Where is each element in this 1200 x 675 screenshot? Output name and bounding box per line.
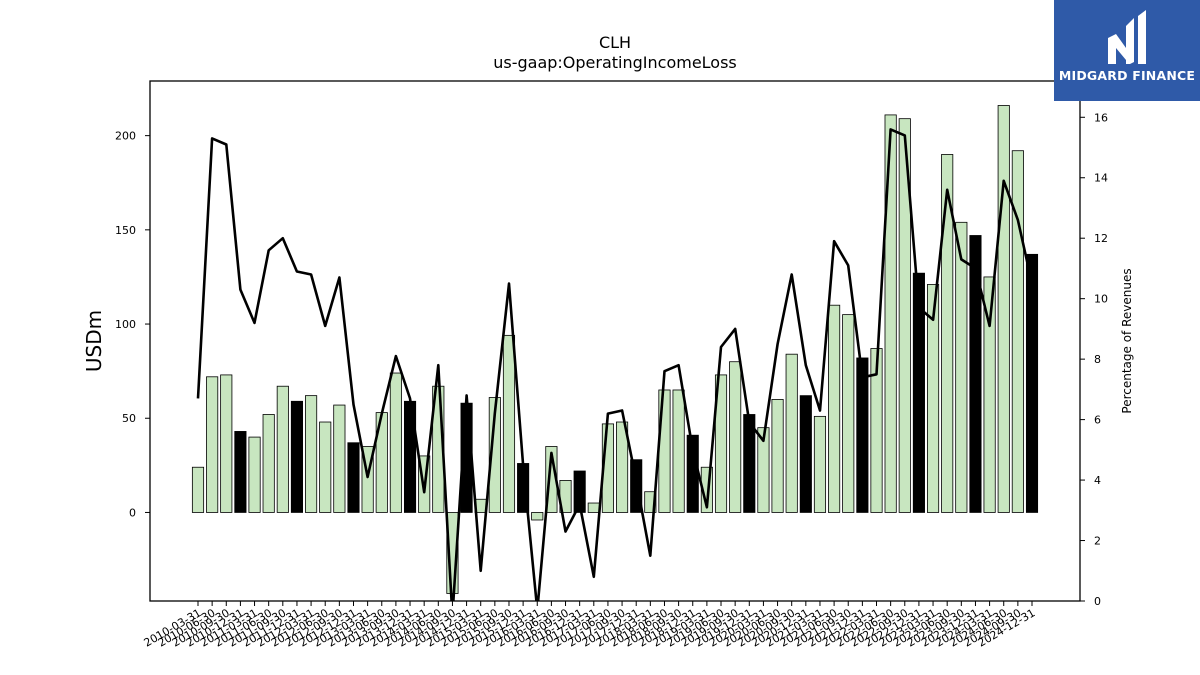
- bar-2024-06-30: [997, 105, 1010, 513]
- chart-title: CLH: [599, 33, 631, 52]
- bar-2022-12-31: [912, 272, 925, 513]
- bar-2015-09-30: [502, 334, 516, 513]
- y-axis-right: 0 2 4 6 8 10 12 14 16: [1080, 111, 1108, 608]
- bar-2024-03-31: [983, 276, 996, 513]
- bar-2012-03-31: [305, 395, 318, 513]
- bar-2023-06-30: [941, 154, 954, 513]
- bar-2023-03-31: [926, 284, 940, 513]
- bar-2012-12-31: [347, 442, 360, 513]
- bar-2022-06-30: [884, 114, 897, 513]
- bar-2021-06-30: [828, 304, 841, 513]
- y-axis-left-label: USDm: [82, 310, 106, 372]
- y-right-tick-label: 14: [1094, 172, 1108, 185]
- y-right-tick-label: 4: [1094, 474, 1101, 487]
- bar-2019-03-31: [700, 466, 713, 513]
- bar-2013-03-31: [361, 446, 374, 513]
- bar-2010-06-30: [206, 376, 219, 513]
- y-axis-left: 0 50 100 150 200: [115, 130, 150, 519]
- bar-2023-09-30: [955, 221, 968, 513]
- brand-logo-icon: [1108, 10, 1146, 64]
- bar-2017-03-31: [587, 502, 600, 513]
- bar-2011-12-31: [290, 400, 304, 513]
- percentage-line: [196, 128, 1034, 601]
- plot-frame: [149, 80, 1081, 602]
- bar-2023-12-31: [969, 235, 982, 513]
- y-right-tick-label: 6: [1094, 414, 1101, 427]
- y-axis-right-label: Percentage of Revenues: [1120, 268, 1134, 413]
- y-left-tick-label: 0: [129, 506, 136, 519]
- bar-2020-06-30: [771, 399, 784, 513]
- bar-2024-12-31: [1025, 253, 1039, 513]
- bar-2016-03-31: [531, 512, 544, 521]
- x-axis: 2010-03-312010-06-302010-09-302010-12-31…: [142, 601, 1038, 650]
- bar-2024-09-30: [1011, 150, 1024, 513]
- y-right-tick-label: 16: [1094, 111, 1108, 124]
- bar-2022-09-30: [898, 118, 911, 513]
- bar-2019-06-30: [714, 374, 728, 513]
- bar-2012-09-30: [333, 404, 346, 513]
- bar-2021-09-30: [842, 314, 855, 513]
- bar-2011-09-30: [276, 385, 289, 513]
- bar-series: [191, 105, 1039, 594]
- brand-logo: MIDGARD FINANCE: [1054, 0, 1200, 101]
- bar-2010-12-31: [234, 431, 247, 513]
- bar-2011-06-30: [262, 414, 275, 513]
- y-right-tick-label: 2: [1094, 535, 1101, 548]
- line-series: [196, 128, 1034, 601]
- y-right-tick-label: 8: [1094, 353, 1101, 366]
- bar-2019-09-30: [729, 361, 742, 513]
- bar-2010-09-30: [220, 374, 233, 513]
- bar-2022-03-31: [870, 348, 883, 513]
- bar-2012-06-30: [319, 421, 332, 513]
- chart-subtitle: us-gaap:OperatingIncomeLoss: [493, 53, 737, 72]
- bar-2015-06-30: [488, 397, 501, 513]
- bar-2021-12-31: [856, 357, 869, 513]
- y-right-tick-label: 12: [1094, 232, 1108, 245]
- y-left-tick-label: 100: [115, 318, 136, 331]
- bar-2018-09-30: [672, 389, 685, 513]
- bar-2013-09-30: [389, 372, 402, 513]
- bar-2014-09-30: [446, 512, 459, 594]
- bar-2011-03-31: [248, 436, 261, 513]
- y-right-tick-label: 10: [1094, 293, 1108, 306]
- y-left-tick-label: 150: [115, 224, 136, 237]
- y-left-tick-label: 200: [115, 130, 136, 143]
- bar-2016-12-31: [573, 470, 586, 513]
- bar-2017-09-30: [616, 421, 629, 513]
- bar-2020-12-31: [799, 395, 812, 513]
- brand-logo-text: MIDGARD FINANCE: [1058, 68, 1196, 83]
- bar-2020-03-31: [757, 427, 770, 513]
- bar-2021-03-31: [813, 415, 827, 513]
- bar-2010-03-31: [191, 466, 205, 513]
- bar-2020-09-30: [785, 353, 798, 513]
- y-right-tick-label: 0: [1094, 595, 1101, 608]
- bar-2018-03-31: [644, 491, 657, 513]
- y-left-tick-label: 50: [122, 412, 136, 425]
